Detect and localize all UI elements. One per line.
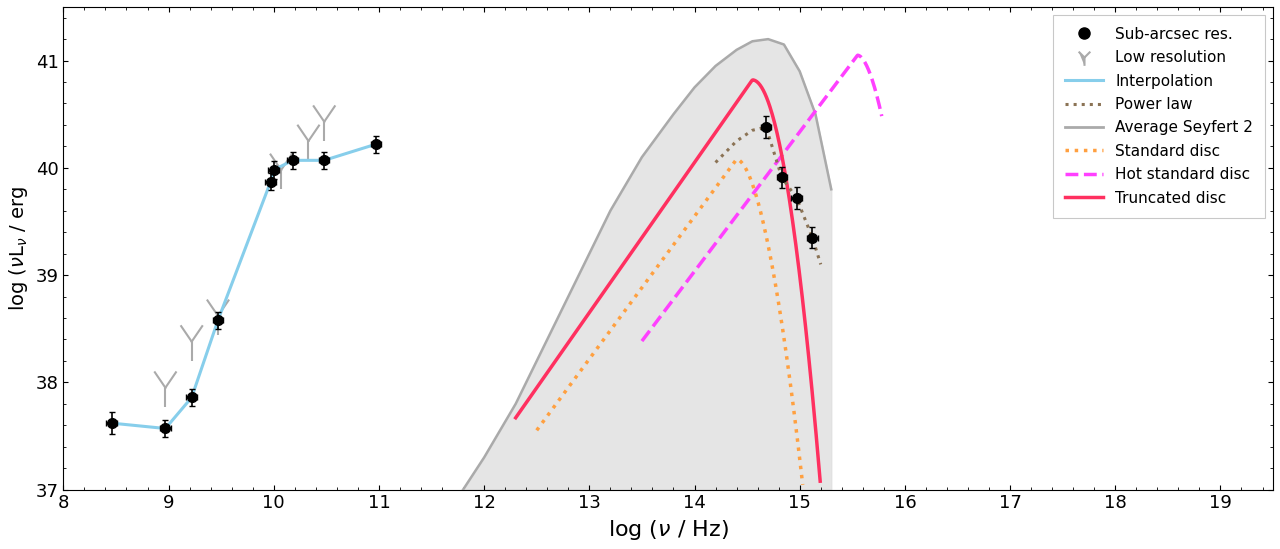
Y-axis label: log ($\nu$L$_{\nu}$ / erg: log ($\nu$L$_{\nu}$ / erg [6,186,29,311]
X-axis label: log ($\nu$ / Hz): log ($\nu$ / Hz) [608,518,728,542]
Legend: Sub-arcsec res., Low resolution, Interpolation, Power law, Average Seyfert 2, St: Sub-arcsec res., Low resolution, Interpo… [1052,15,1266,218]
